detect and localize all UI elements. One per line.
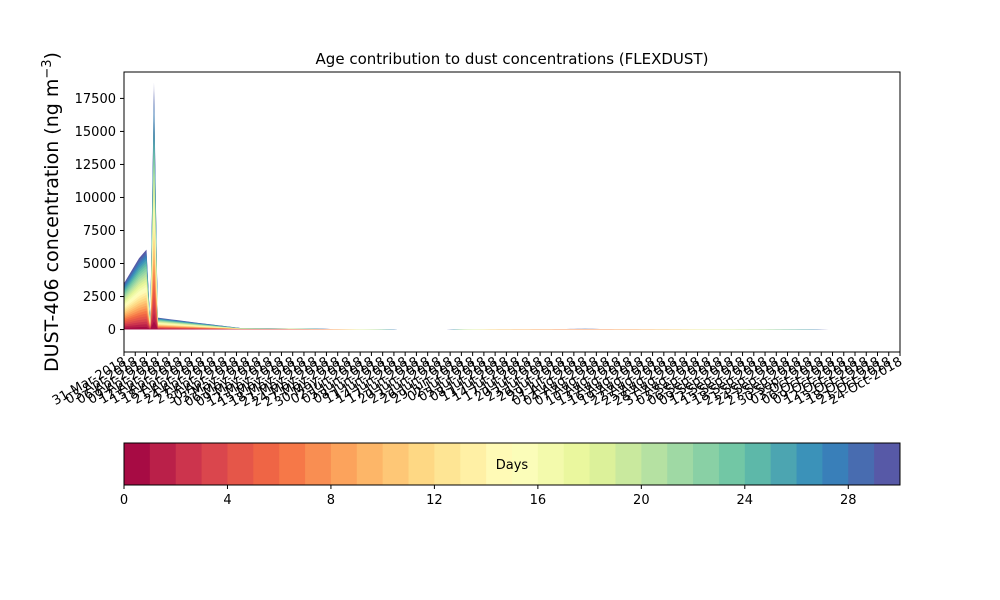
y-tick-label: 12500 [75, 158, 116, 173]
y-tick-label: 2500 [83, 290, 116, 305]
colorbar-segment [149, 443, 177, 485]
colorbar-tick-label: 24 [737, 493, 754, 508]
age-layer-14 [124, 206, 897, 330]
colorbar-segment [408, 443, 435, 485]
y-tick-label: 0 [108, 323, 116, 338]
y-tick-label: 5000 [83, 257, 116, 272]
colorbar-label: Days [496, 458, 529, 473]
chart-title: Age contribution to dust concentrations … [316, 50, 709, 68]
colorbar-tick-label: 16 [530, 493, 547, 508]
age-layer-23 [124, 131, 897, 330]
colorbar-segment [874, 443, 901, 485]
colorbar-segment [227, 443, 254, 485]
age-layer-11 [124, 230, 897, 330]
age-layer-9 [124, 247, 897, 330]
colorbar-tick-label: 4 [223, 493, 231, 508]
age-layer-19 [124, 164, 897, 330]
colorbar-segment [279, 443, 306, 485]
colorbar-tick-label: 8 [327, 493, 335, 508]
colorbar-segment [356, 443, 384, 485]
colorbar-segment [382, 443, 410, 485]
age-layer-17 [124, 181, 897, 330]
colorbar-tick-label: 0 [120, 493, 128, 508]
colorbar-segment [330, 443, 358, 485]
colorbar-segment [822, 443, 849, 485]
colorbar-segment [693, 443, 720, 485]
age-layer-29 [124, 82, 897, 330]
y-tick-label: 17500 [75, 92, 116, 107]
age-layer-18 [124, 173, 897, 330]
age-layer-10 [124, 238, 897, 330]
colorbar-segment [563, 443, 591, 485]
colorbar-segment [718, 443, 746, 485]
plot-frame [123, 71, 901, 353]
colorbar-segment [744, 443, 772, 485]
colorbar-segment [770, 443, 798, 485]
colorbar-tick-label: 28 [840, 493, 857, 508]
age-layer-12 [124, 222, 897, 330]
age-layer-27 [124, 99, 897, 330]
colorbar-segment [434, 443, 461, 485]
colorbar-segment [641, 443, 668, 485]
colorbar: 0 4 8 12 16 20 24 28 [120, 442, 901, 508]
age-layer-7 [124, 263, 897, 330]
colorbar-segment [253, 443, 280, 485]
age-layer-16 [124, 189, 897, 330]
age-layer-28 [124, 90, 897, 330]
age-layer-21 [124, 148, 897, 330]
age-layer-8 [124, 255, 897, 330]
colorbar-segment [615, 443, 642, 485]
colorbar-segment [537, 443, 565, 485]
y-axis-label: DUST-406 concentration (ng m−3) [40, 52, 63, 372]
age-layer-1 [124, 313, 897, 330]
age-layer-6 [124, 271, 897, 330]
colorbar-segment [589, 443, 616, 485]
colorbar-segment [667, 443, 694, 485]
colorbar-segment [124, 443, 151, 485]
colorbar-segment [796, 443, 823, 485]
colorbar-segment [848, 443, 875, 485]
age-layer-25 [124, 115, 897, 330]
colorbar-tick-label: 12 [426, 493, 443, 508]
age-layer-20 [124, 156, 897, 330]
age-layer-22 [124, 140, 897, 330]
y-tick-label: 10000 [75, 191, 116, 206]
age-layer-5 [124, 280, 897, 330]
age-layer-24 [124, 123, 897, 330]
colorbar-segment [175, 443, 203, 485]
colorbar-segment [486, 443, 513, 485]
age-layer-3 [124, 296, 897, 330]
colorbar-segment [201, 443, 228, 485]
age-layer-26 [124, 107, 897, 330]
x-axis: 31-Mar-201803-Apr-201806-Apr-201809-Apr-… [50, 352, 905, 410]
colorbar-frame [123, 442, 901, 486]
age-layer-2 [124, 304, 897, 330]
colorbar-segment [305, 443, 332, 485]
y-tick-label: 15000 [75, 125, 116, 140]
age-layer-4 [124, 288, 897, 330]
colorbar-segment [512, 443, 539, 485]
colorbar-tick-label: 20 [633, 493, 650, 508]
y-axis: 0 2500 5000 7500 10000 12500 15000 17500 [75, 92, 124, 338]
age-layer-13 [124, 214, 897, 330]
colorbar-segment [460, 443, 487, 485]
y-tick-label: 7500 [83, 224, 116, 239]
age-layer-15 [124, 197, 897, 330]
stacked-areas [124, 82, 897, 330]
